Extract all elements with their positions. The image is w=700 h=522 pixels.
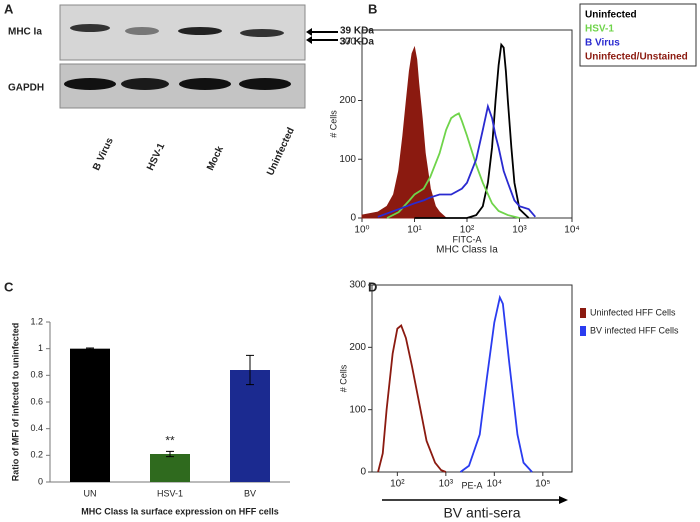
row-label: GAPDH [8, 83, 44, 94]
y-axis-label: Ratio of MFI of infected to uninfected [10, 323, 20, 482]
histogram-line [414, 42, 530, 219]
y-tick-label: 0 [38, 476, 43, 486]
x-axis-label: MHC Class Ia [436, 245, 498, 256]
band [179, 78, 231, 90]
annotation-arrowhead [559, 496, 568, 504]
area [361, 45, 448, 219]
x-tick-label: 10⁰ [354, 225, 369, 236]
histogram-line [459, 294, 533, 473]
panel-label: D [368, 279, 377, 294]
x-tick-label: 10³ [439, 479, 454, 490]
x-tick-label: UN [84, 488, 97, 498]
y-tick-label: 1 [38, 343, 43, 353]
y-tick-label: 200 [349, 342, 366, 353]
legend-label: HSV-1 [585, 24, 614, 35]
y-tick-label: 0.6 [30, 396, 43, 406]
blot: MHC Ia GAPDH 39 KDa 37 KDa B Virus HSV-1… [8, 4, 374, 177]
x-tick-label: 10⁵ [535, 479, 550, 490]
y-tick-label: 0 [350, 213, 356, 224]
band [121, 78, 169, 90]
x-tick-label: 10¹ [407, 225, 422, 236]
histogram-line [386, 112, 520, 219]
band [125, 27, 159, 35]
lane-label: Uninfected [265, 126, 297, 177]
legend-box [579, 3, 697, 67]
y-tick-label: 0 [360, 467, 366, 478]
y-axis-label: # Cells [328, 110, 338, 138]
marker-label: 37 KDa [340, 37, 374, 48]
y-tick-label: 100 [339, 154, 356, 165]
y-tick-label: 1.2 [30, 316, 43, 326]
y-tick-label: 100 [349, 404, 366, 415]
y-axis-label: # Cells [338, 364, 348, 392]
legend-label: Uninfected [585, 10, 637, 21]
x-axis-label: FITC-A [453, 234, 482, 244]
band [239, 78, 291, 90]
x-tick-label: BV [244, 488, 256, 498]
y-tick-label: 0.8 [30, 370, 43, 380]
x-tick-label: 10⁴ [564, 225, 579, 236]
plot-frame [361, 29, 573, 219]
annotation: BV anti-sera [443, 505, 520, 521]
panel-label: B [368, 1, 377, 16]
histogram-line [377, 324, 447, 473]
y-tick-label: 0.4 [30, 423, 43, 433]
lane-label: HSV-1 [145, 141, 167, 172]
arrowhead [306, 28, 312, 44]
legend-label: BV infected HFF Cells [590, 325, 679, 335]
legend-swatch [580, 326, 586, 336]
significance: ** [165, 434, 175, 448]
legend-swatch [580, 308, 586, 318]
band [70, 24, 110, 32]
x-axis-label: PE-A [461, 480, 482, 490]
band [178, 27, 222, 35]
y-tick-label: 300 [349, 280, 366, 291]
error-bar [86, 347, 94, 350]
error-bar [246, 354, 254, 386]
lane-label: Mock [205, 144, 226, 172]
error-bar [166, 450, 174, 458]
lane-label: B Virus [91, 136, 116, 173]
histogram-line [377, 103, 536, 218]
band [64, 78, 116, 90]
x-axis-label: MHC Class Ia surface expression on HFF c… [81, 506, 279, 516]
marker-label: 39 KDa [340, 26, 374, 37]
legend-label: Uninfected/Unstained [585, 52, 688, 63]
legend-label: B Virus [585, 38, 620, 49]
bar [70, 348, 110, 482]
bar [150, 454, 190, 482]
x-tick-label: HSV-1 [157, 488, 183, 498]
x-tick-label: 10³ [512, 225, 527, 236]
legend-label: Uninfected HFF Cells [590, 307, 676, 317]
panel-label: A [4, 1, 14, 16]
y-tick-label: 0.2 [30, 450, 43, 460]
bar [230, 370, 270, 482]
y-tick-label: 200 [339, 95, 356, 106]
panel-label: C [4, 279, 14, 294]
plot-frame [371, 284, 573, 473]
y-tick-label: 300 [339, 36, 356, 47]
row-label: MHC Ia [8, 27, 42, 38]
x-tick-label: 10² [390, 479, 405, 490]
band [240, 29, 284, 37]
x-tick-label: 10² [460, 225, 475, 236]
x-tick-label: 10⁴ [487, 479, 502, 490]
